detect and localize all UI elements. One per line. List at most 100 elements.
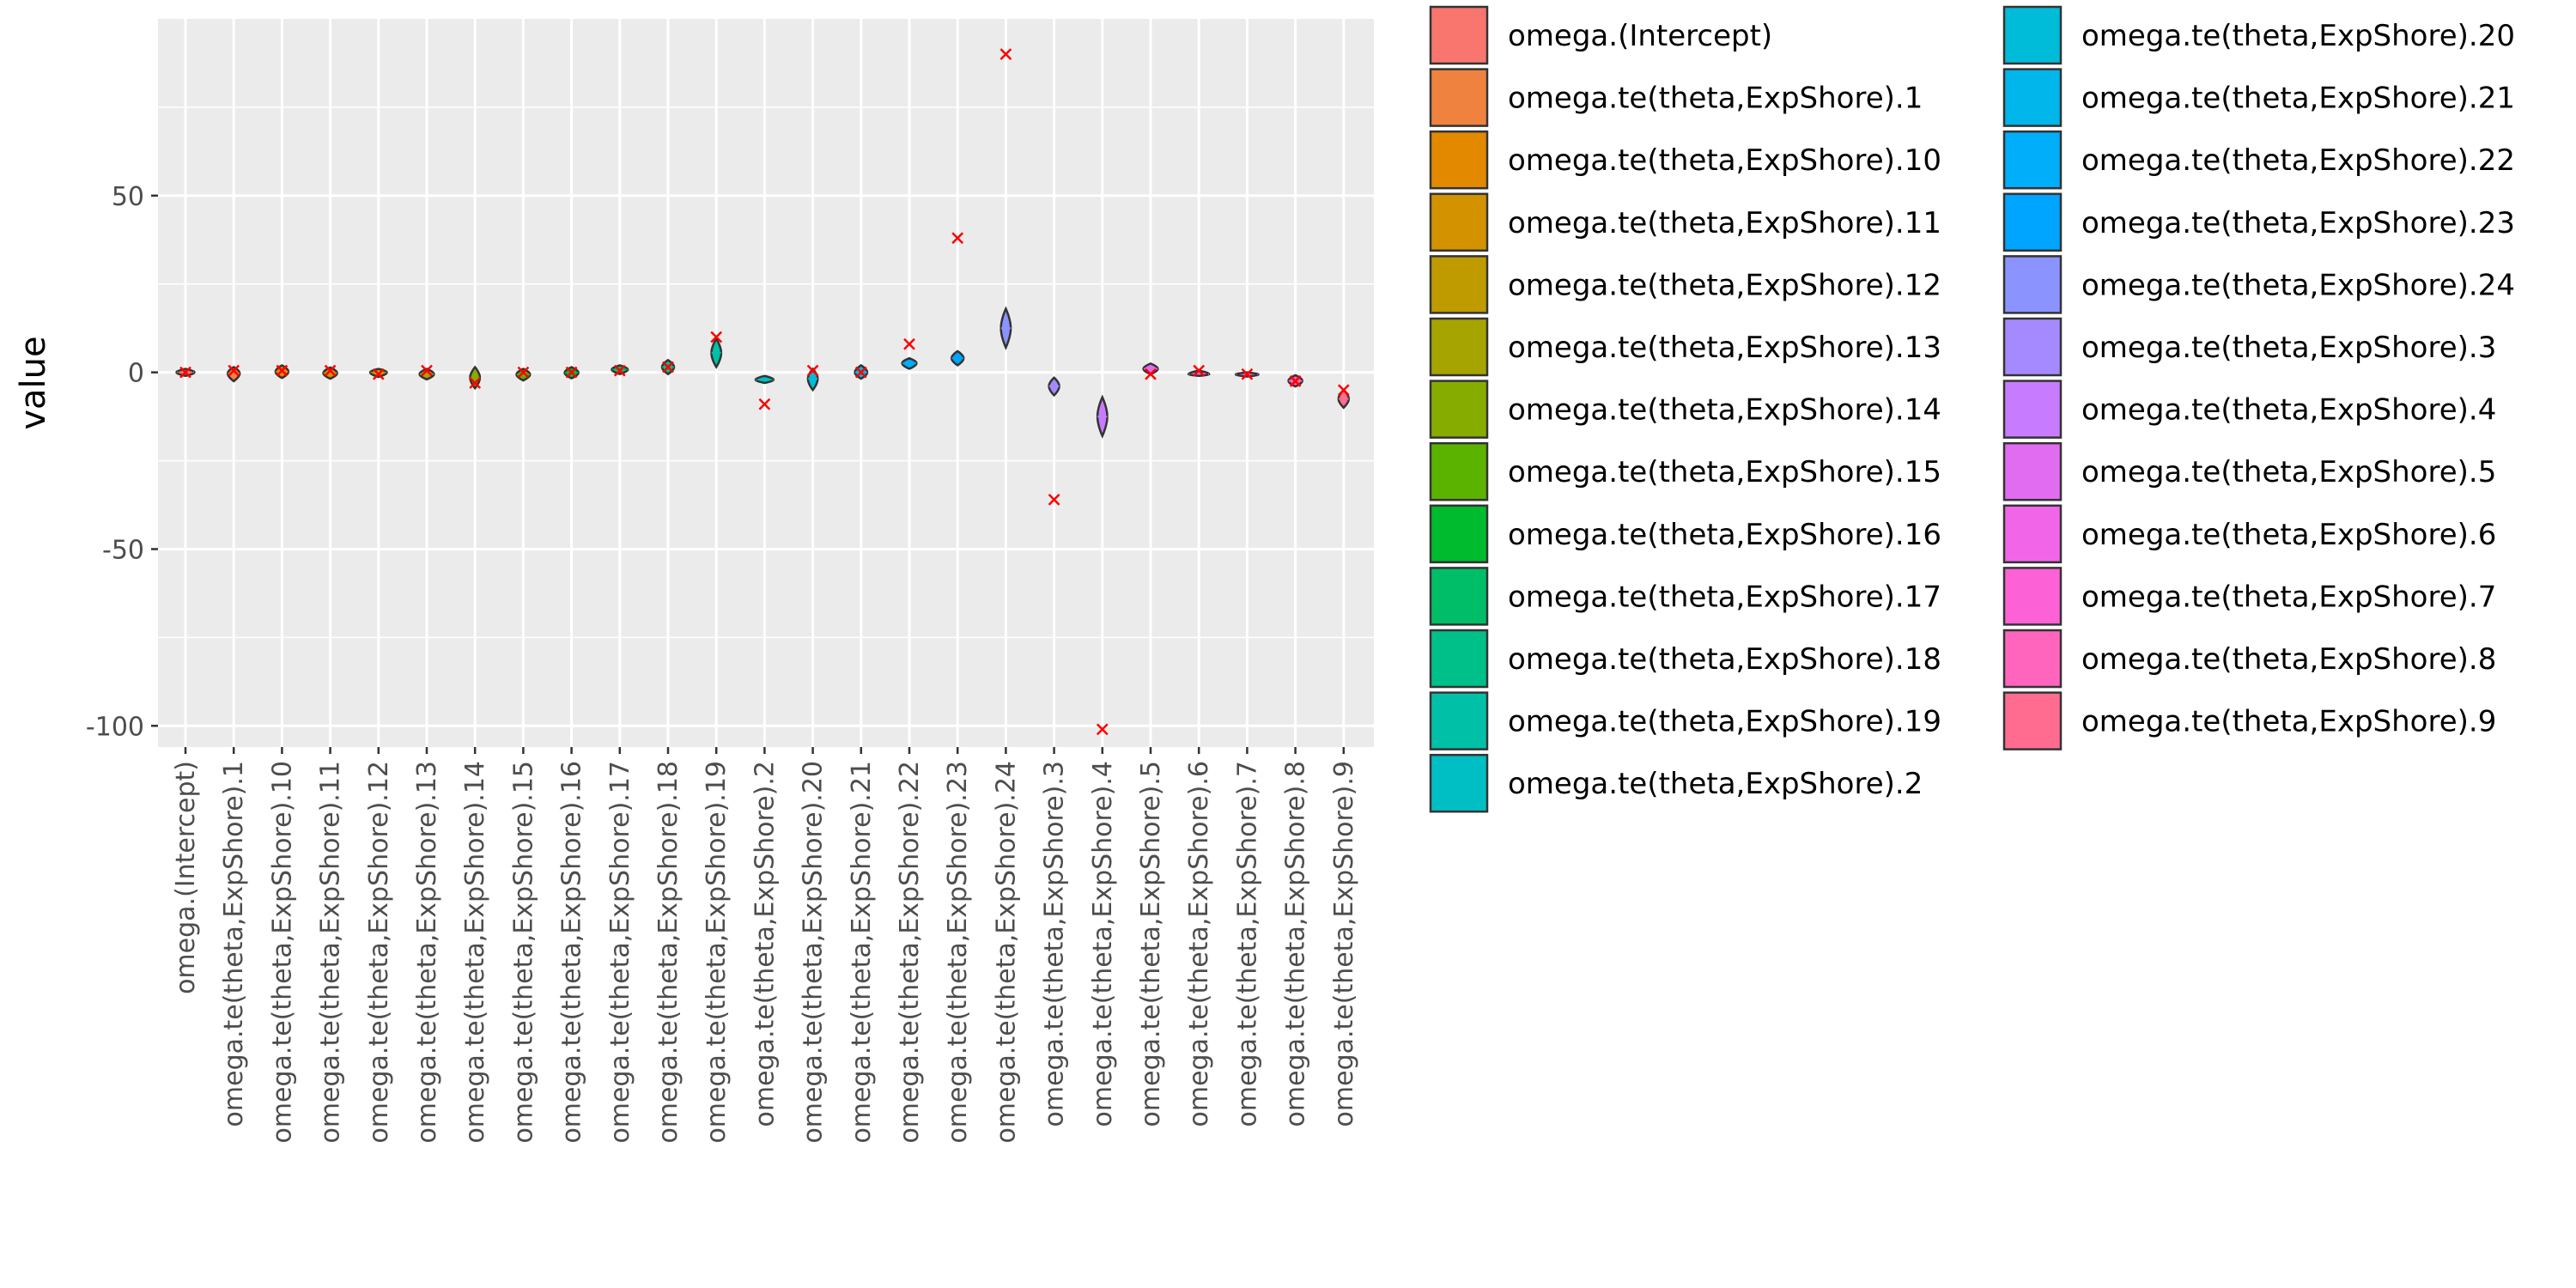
- legend-label: omega.te(theta,ExpShore).14: [1508, 393, 1941, 428]
- legend-label: omega.te(theta,ExpShore).16: [1508, 518, 1941, 552]
- violin-mark: [1337, 388, 1350, 410]
- x-tick-label: omega.te(theta,ExpShore).14: [460, 761, 490, 1144]
- x-tick-label: omega.te(theta,ExpShore).20: [799, 761, 829, 1144]
- legend-key: [2002, 567, 2063, 626]
- legend-label: omega.te(theta,ExpShore).9: [2081, 705, 2496, 739]
- x-tick-label: omega.te(theta,ExpShore).1: [219, 761, 249, 1127]
- violin-mark: [951, 349, 965, 367]
- legend-label: omega.te(theta,ExpShore).17: [1508, 580, 1941, 614]
- violin-mark: [418, 368, 435, 381]
- violin-mark: [322, 366, 338, 380]
- x-tick-label: omega.te(theta,ExpShore).10: [267, 761, 297, 1144]
- x-tick-label: omega.te(theta,ExpShore).12: [364, 761, 394, 1144]
- true-value-marker: [565, 366, 578, 379]
- y-tick-label: 50: [112, 182, 144, 212]
- violin-mark: [1142, 362, 1159, 376]
- violin-mark: [469, 365, 482, 391]
- true-value-marker: [758, 398, 771, 410]
- x-tick-label: omega.te(theta,ExpShore).6: [1184, 761, 1214, 1127]
- x-tick-label: omega.te(theta,ExpShore).23: [943, 761, 973, 1144]
- x-tick-label: omega.te(theta,ExpShore).3: [1040, 761, 1070, 1127]
- true-value-marker: [1337, 384, 1350, 397]
- legend-key: [2002, 691, 2063, 750]
- legend-label: omega.te(theta,ExpShore).20: [2081, 19, 2515, 53]
- legend-label: omega.te(theta,ExpShore).23: [2081, 206, 2515, 240]
- violin-mark: [1096, 394, 1109, 439]
- legend-label: omega.te(theta,ExpShore).11: [1508, 206, 1941, 240]
- legend-key: [2002, 255, 2063, 314]
- legend-key: [1429, 130, 1489, 190]
- true-value-marker: [1241, 368, 1254, 380]
- violin-mark: [227, 366, 241, 383]
- legend-key: [2002, 504, 2063, 564]
- x-tick-label: omega.te(theta,ExpShore).19: [702, 761, 732, 1144]
- legend-label: omega.te(theta,ExpShore).8: [2081, 642, 2496, 677]
- legend-key: [2002, 441, 2063, 501]
- legend-label: omega.te(theta,ExpShore).24: [2081, 268, 2515, 302]
- legend-key: [1429, 192, 1489, 252]
- legend-key: [2002, 192, 2063, 252]
- legend-label: omega.te(theta,ExpShore).22: [2081, 143, 2515, 178]
- legend-key: [1429, 5, 1489, 65]
- violin-mark: [999, 306, 1012, 350]
- y-tick-label: -50: [102, 535, 144, 565]
- x-tick-label: omega.te(theta,ExpShore).13: [412, 761, 442, 1144]
- x-tick-label: omega.te(theta,ExpShore).21: [847, 761, 877, 1144]
- true-value-marker: [179, 366, 191, 379]
- legend-key: [2002, 629, 2063, 689]
- legend-label: omega.te(theta,ExpShore).3: [2081, 331, 2496, 365]
- legend-label: omega.te(theta,ExpShore).7: [2081, 580, 2496, 614]
- x-tick-label: omega.te(theta,ExpShore).11: [316, 761, 346, 1144]
- x-tick-label: omega.te(theta,ExpShore).17: [605, 761, 635, 1144]
- legend-label: omega.te(theta,ExpShore).2: [1508, 767, 1923, 801]
- true-value-marker: [710, 331, 723, 343]
- legend-key: [2002, 5, 2063, 65]
- true-value-marker: [613, 364, 626, 377]
- legend-key: [1429, 629, 1489, 689]
- legend-label: omega.te(theta,ExpShore).12: [1508, 268, 1941, 302]
- violin-mark: [1048, 376, 1060, 398]
- legend-key: [1429, 255, 1489, 314]
- true-value-marker: [999, 48, 1012, 61]
- true-value-marker: [517, 366, 530, 379]
- legend-label: omega.(Intercept): [1508, 19, 1772, 53]
- true-value-marker: [1289, 375, 1302, 387]
- y-axis-title: value: [14, 336, 53, 429]
- legend-label: omega.te(theta,ExpShore).18: [1508, 642, 1941, 677]
- legend-key: [1429, 380, 1489, 439]
- true-value-marker: [1193, 364, 1206, 377]
- true-value-marker: [903, 337, 915, 350]
- legend-key: [2002, 317, 2063, 377]
- violin-mark: [754, 374, 775, 385]
- legend-label: omega.te(theta,ExpShore).13: [1508, 331, 1941, 365]
- true-value-marker: [228, 364, 240, 377]
- legend-key: [1429, 317, 1489, 377]
- y-tick-label: -100: [86, 712, 144, 742]
- x-tick-label: omega.te(theta,ExpShore).5: [1136, 761, 1166, 1127]
- legend-label: omega.te(theta,ExpShore).19: [1508, 705, 1941, 739]
- x-tick-label: omega.te(theta,ExpShore).24: [991, 761, 1021, 1144]
- true-value-marker: [951, 232, 964, 245]
- x-tick-label: omega.te(theta,ExpShore).4: [1088, 761, 1118, 1127]
- legend-label: omega.te(theta,ExpShore).10: [1508, 143, 1941, 178]
- true-value-marker: [662, 361, 674, 374]
- legend-label: omega.te(theta,ExpShore).1: [1508, 82, 1923, 116]
- legend-label: omega.te(theta,ExpShore).21: [2081, 82, 2515, 116]
- true-value-marker: [1096, 723, 1109, 736]
- true-value-marker: [469, 377, 482, 389]
- x-tick-label: omega.te(theta,ExpShore).2: [750, 761, 780, 1127]
- legend-key: [1429, 691, 1489, 750]
- y-tick-label: 0: [128, 359, 144, 389]
- x-tick-label: omega.te(theta,ExpShore).8: [1281, 761, 1311, 1127]
- legend-key: [1429, 441, 1489, 501]
- violin-mark: [515, 368, 532, 382]
- true-value-marker: [372, 368, 385, 380]
- x-tick-label: omega.te(theta,ExpShore).18: [653, 761, 683, 1144]
- legend-key: [2002, 380, 2063, 439]
- legend-label: omega.te(theta,ExpShore).15: [1508, 455, 1941, 489]
- true-value-marker: [854, 366, 867, 379]
- legend-label: omega.te(theta,ExpShore).4: [2081, 393, 2496, 428]
- x-tick-label: omega.te(theta,ExpShore).7: [1232, 761, 1262, 1127]
- legend-key: [1429, 504, 1489, 564]
